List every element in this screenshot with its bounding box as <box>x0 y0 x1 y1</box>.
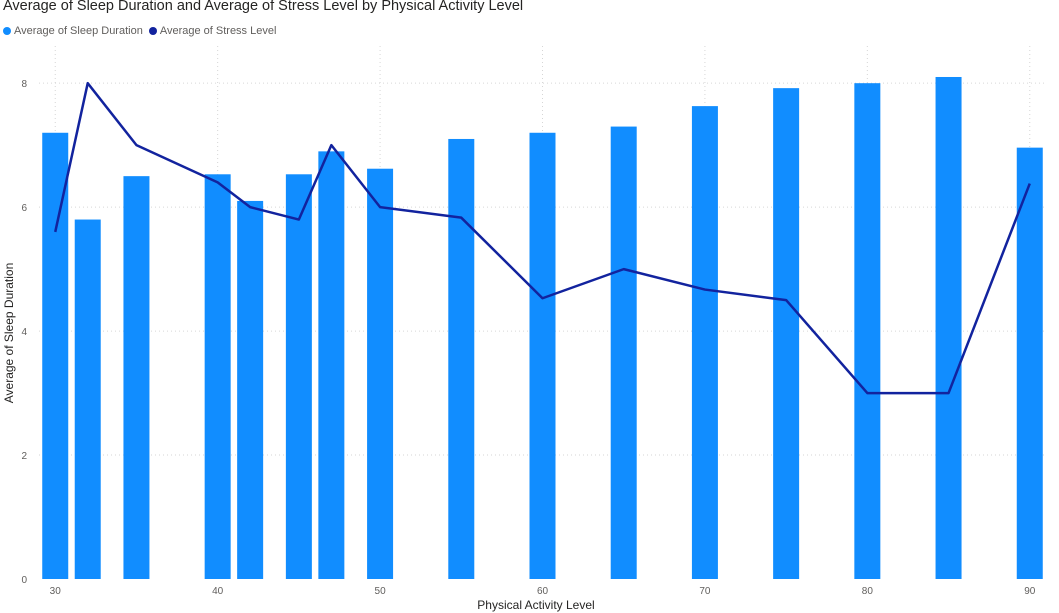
y-tick-label: 0 <box>21 575 27 586</box>
bar-sleep-duration[interactable] <box>204 174 231 579</box>
x-tick-label: 40 <box>212 586 224 597</box>
y-tick-label: 2 <box>21 451 27 462</box>
y-axis-title: Average of Sleep Duration <box>2 263 16 404</box>
bar-sleep-duration[interactable] <box>318 151 345 579</box>
bar-sleep-duration[interactable] <box>237 200 264 579</box>
bar-sleep-duration[interactable] <box>285 174 312 579</box>
legend-item-stress-level[interactable]: Average of Stress Level <box>148 25 277 37</box>
line-series-stress-level <box>54 81 1031 395</box>
bar-sleep-duration[interactable] <box>773 88 800 579</box>
legend-item-sleep-duration[interactable]: Average of Sleep Duration <box>3 25 143 37</box>
legend-label-sleep-duration: Average of Sleep Duration <box>14 25 143 37</box>
bar-sleep-duration[interactable] <box>610 126 637 580</box>
chart-legend: Average of Sleep Duration Average of Str… <box>3 25 282 37</box>
y-tick-label: 6 <box>21 203 27 214</box>
x-tick-label: 90 <box>1024 586 1036 597</box>
legend-swatch-stress-level <box>148 27 157 35</box>
y-tick-label: 4 <box>21 327 27 338</box>
legend-swatch-sleep-duration <box>3 27 11 35</box>
chart-title: Average of Sleep Duration and Average of… <box>3 0 524 14</box>
x-tick-label: 80 <box>862 586 874 597</box>
bar-sleep-duration[interactable] <box>529 132 556 579</box>
bar-sleep-duration[interactable] <box>367 168 394 579</box>
y-tick-label: 8 <box>21 79 27 90</box>
bar-sleep-duration[interactable] <box>123 176 150 579</box>
bar-sleep-duration[interactable] <box>854 83 881 580</box>
bar-sleep-duration[interactable] <box>74 219 101 579</box>
bar-sleep-duration[interactable] <box>691 106 718 580</box>
x-axis-title: Physical Activity Level <box>477 598 594 612</box>
legend-label-stress-level: Average of Stress Level <box>159 25 277 37</box>
axis-tick-labels: 0 2 4 6 8 30 40 50 60 70 80 90 <box>21 79 1035 597</box>
bar-sleep-duration[interactable] <box>42 132 69 579</box>
x-tick-label: 70 <box>699 586 711 597</box>
x-tick-label: 50 <box>375 586 387 597</box>
bar-sleep-duration[interactable] <box>935 76 962 579</box>
bar-sleep-duration[interactable] <box>448 138 475 579</box>
line-stress-level[interactable] <box>54 81 1031 395</box>
bar-sleep-duration[interactable] <box>1016 147 1043 580</box>
x-tick-label: 30 <box>50 586 62 597</box>
bar-series-sleep-duration <box>42 76 1043 580</box>
x-tick-label: 60 <box>537 586 549 597</box>
